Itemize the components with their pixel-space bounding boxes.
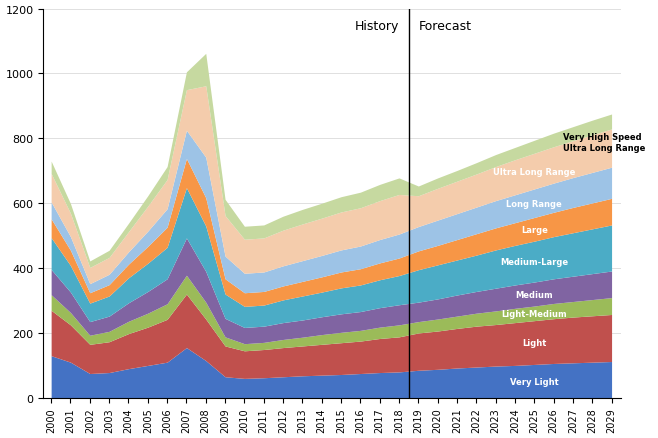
Text: History: History bbox=[355, 20, 399, 33]
Text: Very Light: Very Light bbox=[510, 377, 559, 386]
Text: Medium: Medium bbox=[515, 290, 553, 299]
Text: Large: Large bbox=[521, 225, 547, 234]
Text: Very High Speed
Ultra Long Range: Very High Speed Ultra Long Range bbox=[563, 133, 645, 152]
Text: Medium-Large: Medium-Large bbox=[500, 258, 569, 266]
Text: Light: Light bbox=[522, 338, 546, 347]
Text: Forecast: Forecast bbox=[418, 20, 471, 33]
Text: Ultra Long Range: Ultra Long Range bbox=[493, 167, 576, 176]
Text: Long Range: Long Range bbox=[507, 199, 562, 208]
Text: Light-Medium: Light-Medium bbox=[501, 309, 567, 318]
